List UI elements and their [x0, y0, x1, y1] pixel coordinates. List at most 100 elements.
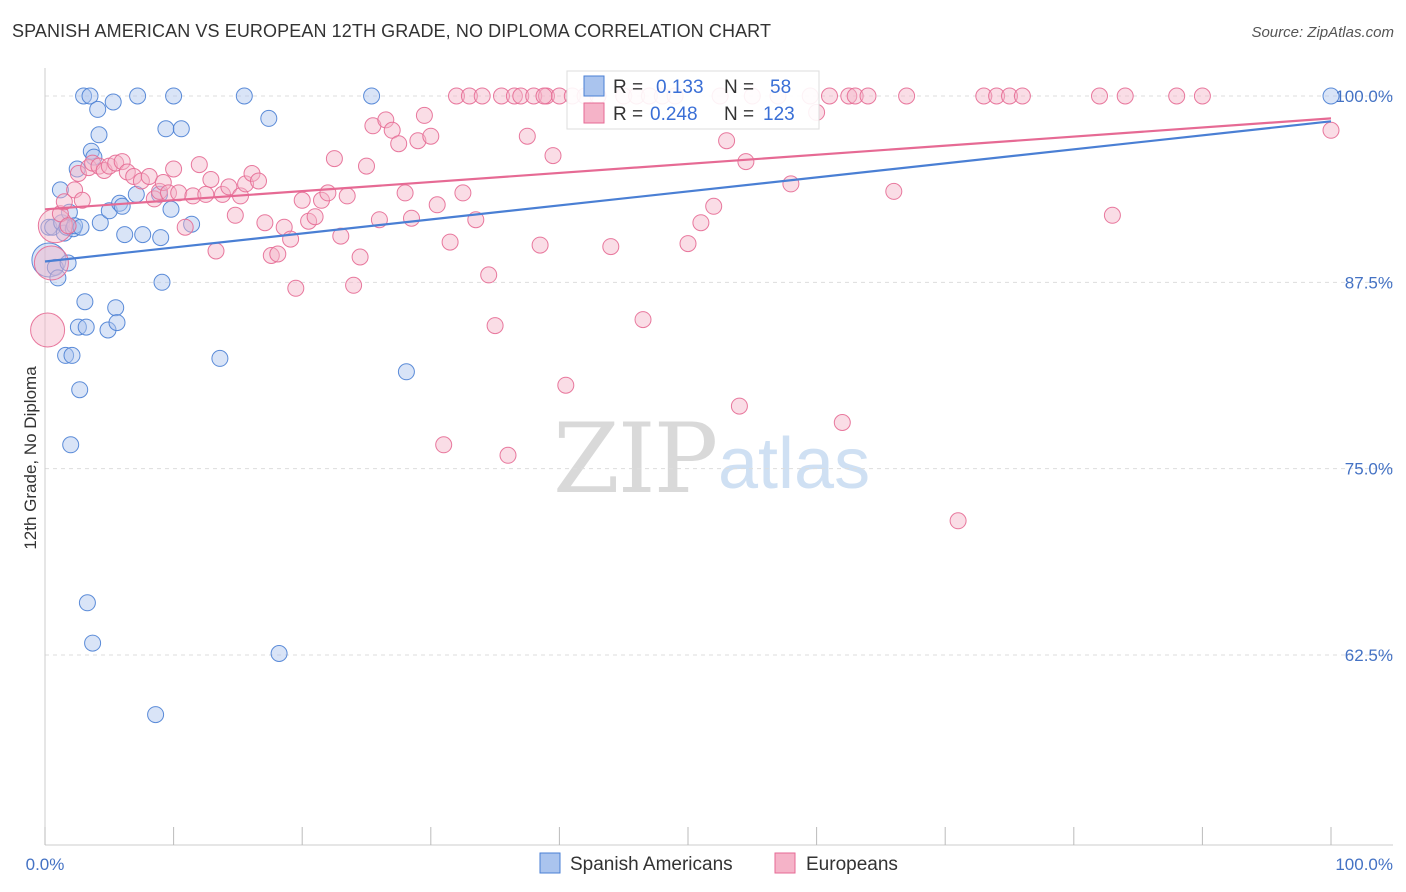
spanish-american-point-18 — [71, 381, 89, 399]
european-point-116 — [975, 87, 993, 105]
watermark-zip: ZIP — [553, 403, 716, 515]
european-point-18 — [132, 172, 150, 190]
european-point-36 — [237, 175, 255, 193]
spanish-american-point-52 — [235, 87, 253, 105]
european-point-34 — [226, 206, 244, 224]
legend-n-label-blue: N = — [724, 77, 754, 98]
european-point-101 — [718, 132, 736, 150]
european-point-28 — [190, 156, 208, 174]
european-point-52 — [338, 187, 356, 205]
source-credit: Source: ZipAtlas.com — [1251, 24, 1394, 41]
legend-r-label-pink: R = — [613, 104, 643, 125]
spanish-american-point-54 — [270, 645, 288, 662]
european-point-19 — [140, 168, 158, 185]
european-point-29 — [197, 185, 215, 203]
spanish-american-point-41 — [134, 226, 152, 244]
european-point-31 — [207, 242, 225, 260]
bottom-legend-label-blue: Spanish Americans — [570, 854, 733, 875]
european-point-39 — [256, 214, 274, 232]
spanish-american-point-19 — [72, 218, 90, 236]
bottom-legend-label-pink: Europeans — [806, 854, 898, 875]
european-point-64 — [415, 106, 433, 124]
spanish-american-point-53 — [260, 109, 278, 127]
spanish-american-point-4 — [49, 269, 67, 287]
legend-n-value-blue: 58 — [770, 77, 791, 98]
european-point-60 — [390, 135, 408, 153]
european-point-114 — [898, 87, 916, 105]
european-point-53 — [345, 276, 363, 294]
spanish-american-point-49 — [172, 120, 190, 138]
watermark-atlas: atlas — [718, 424, 870, 504]
european-point-67 — [435, 436, 453, 454]
spanish-american-point-45 — [153, 273, 171, 291]
european-point-98 — [692, 214, 710, 232]
european-point-75 — [486, 317, 504, 335]
y-axis-title: 12th Grade, No Diploma — [21, 366, 40, 550]
european-point-40 — [262, 247, 280, 264]
spanish-american-point-37 — [113, 197, 131, 215]
bottom-legend-swatch-blue — [539, 852, 561, 874]
european-point-119 — [1013, 87, 1031, 105]
european-point-51 — [332, 227, 350, 245]
european-point-22 — [154, 174, 172, 191]
spanish-american-point-29 — [90, 126, 108, 144]
european-point-8 — [73, 191, 91, 209]
european-point-123 — [1193, 87, 1211, 105]
european-point-113 — [885, 182, 903, 200]
spanish-american-point-57 — [1322, 87, 1340, 105]
european-point-49 — [319, 184, 337, 202]
spanish-american-point-20 — [75, 87, 93, 105]
spanish-american-point-35 — [108, 314, 126, 332]
european-point-120 — [1091, 87, 1108, 105]
european-point-70 — [454, 184, 472, 202]
european-point-118 — [1001, 87, 1018, 105]
european-point-15 — [113, 153, 131, 171]
european-point-30 — [202, 171, 220, 188]
european-point-0 — [30, 312, 66, 348]
spanish-american-point-55 — [363, 87, 381, 105]
spanish-american-point-56 — [397, 363, 415, 381]
european-point-84 — [544, 147, 562, 165]
spanish-american-point-42 — [147, 706, 165, 724]
european-point-65 — [422, 127, 440, 145]
european-point-41 — [269, 245, 287, 263]
y-tick-label-1: 75.0% — [1345, 460, 1393, 479]
european-point-26 — [176, 218, 194, 236]
spanish-american-point-44 — [152, 229, 170, 247]
european-point-63 — [409, 132, 427, 150]
european-point-7 — [69, 165, 87, 182]
spanish-american-point-34 — [107, 299, 125, 317]
european-point-115 — [949, 512, 967, 530]
european-point-33 — [220, 178, 238, 196]
european-point-21 — [151, 182, 168, 200]
european-point-14 — [107, 154, 125, 172]
european-point-50 — [325, 150, 343, 168]
european-point-111 — [846, 87, 864, 105]
spanish-american-point-48 — [165, 87, 183, 105]
spanish-american-point-38 — [116, 226, 134, 244]
spanish-american-point-23 — [78, 594, 96, 612]
y-tick-labels: 62.5% 75.0% 87.5% 100.0% — [1335, 87, 1393, 665]
spanish-american-point-27 — [85, 148, 103, 166]
european-point-1 — [33, 245, 69, 281]
european-point-97 — [679, 235, 697, 253]
european-point-86 — [557, 376, 575, 394]
european-point-78 — [505, 87, 523, 105]
spanish-american-point-28 — [89, 100, 107, 118]
european-point-44 — [287, 279, 305, 297]
european-point-117 — [988, 87, 1006, 105]
trend-line-europeans — [44, 117, 1332, 211]
legend-swatch-pink — [583, 102, 605, 124]
bottom-legend-swatch-pink — [774, 852, 796, 874]
european-point-126 — [535, 87, 553, 105]
european-point-74 — [480, 266, 498, 284]
european-point-82 — [531, 236, 549, 254]
european-point-81 — [525, 87, 543, 105]
spanish-american-point-8 — [57, 346, 75, 364]
european-point-93 — [634, 311, 652, 329]
european-point-121 — [1116, 87, 1134, 105]
stats-legend: R = 0.133 N = 58 R = 0.248 N = 123 — [566, 70, 820, 130]
chart-title: SPANISH AMERICAN VS EUROPEAN 12TH GRADE,… — [12, 21, 772, 41]
spanish-americans-points — [31, 87, 1340, 724]
